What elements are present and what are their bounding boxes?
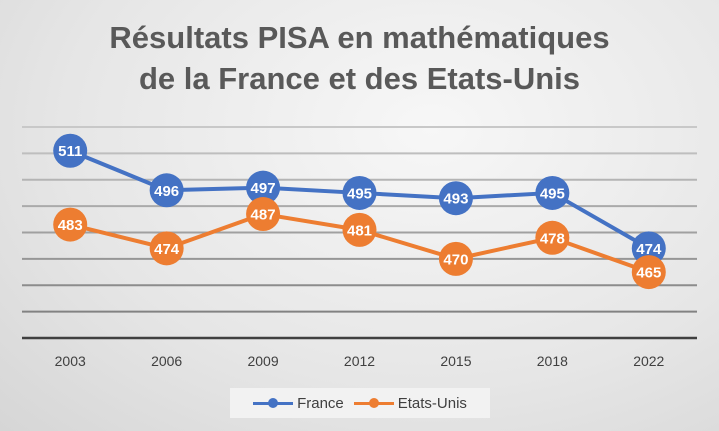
data-label: 470 [443, 251, 468, 268]
legend-label-etats-unis: Etats-Unis [397, 394, 467, 412]
data-label: 478 [540, 230, 565, 247]
data-label: 497 [251, 180, 276, 197]
x-tick-label: 2006 [151, 353, 182, 369]
x-tick-label: 2003 [55, 353, 86, 369]
data-label: 474 [636, 241, 662, 258]
data-point [438, 241, 473, 276]
data-point [53, 133, 88, 168]
data-point [631, 255, 666, 290]
data-label: 474 [154, 241, 180, 258]
x-tick-label: 2015 [440, 353, 471, 369]
data-label: 511 [58, 143, 82, 160]
data-label: 493 [443, 191, 468, 208]
data-label: 481 [347, 222, 372, 239]
data-point [342, 212, 377, 247]
data-label: 483 [58, 217, 83, 234]
legend-item-etats-unis[interactable]: Etats-Unis [353, 394, 467, 412]
chart-title-line1: Résultats PISA en mathématiques [109, 20, 610, 55]
data-point [149, 231, 184, 266]
data-point [149, 173, 184, 208]
data-point [246, 170, 281, 205]
legend: France Etats-Unis [230, 388, 490, 418]
data-label: 465 [636, 265, 661, 282]
x-tick-label: 2022 [633, 353, 664, 369]
legend-label-france: France [297, 394, 344, 412]
data-point [246, 197, 281, 232]
x-tick-label: 2009 [247, 353, 278, 369]
legend-item-france[interactable]: France [253, 395, 344, 412]
data-point [631, 231, 666, 266]
x-tick-label: 2018 [537, 353, 568, 369]
data-label: 487 [251, 207, 276, 224]
data-point [53, 207, 88, 242]
data-label: 495 [540, 185, 565, 202]
legend-marker-etats-unis [353, 398, 394, 408]
chart-title-line2: de la France et des Etats-Unis [138, 61, 581, 96]
x-tick-label: 2012 [344, 353, 375, 369]
data-point [535, 220, 570, 255]
legend-marker-france [253, 398, 294, 408]
data-label: 495 [347, 185, 372, 202]
data-point [342, 175, 377, 210]
data-point [535, 175, 570, 210]
data-point [438, 181, 473, 216]
data-label: 496 [154, 183, 179, 200]
